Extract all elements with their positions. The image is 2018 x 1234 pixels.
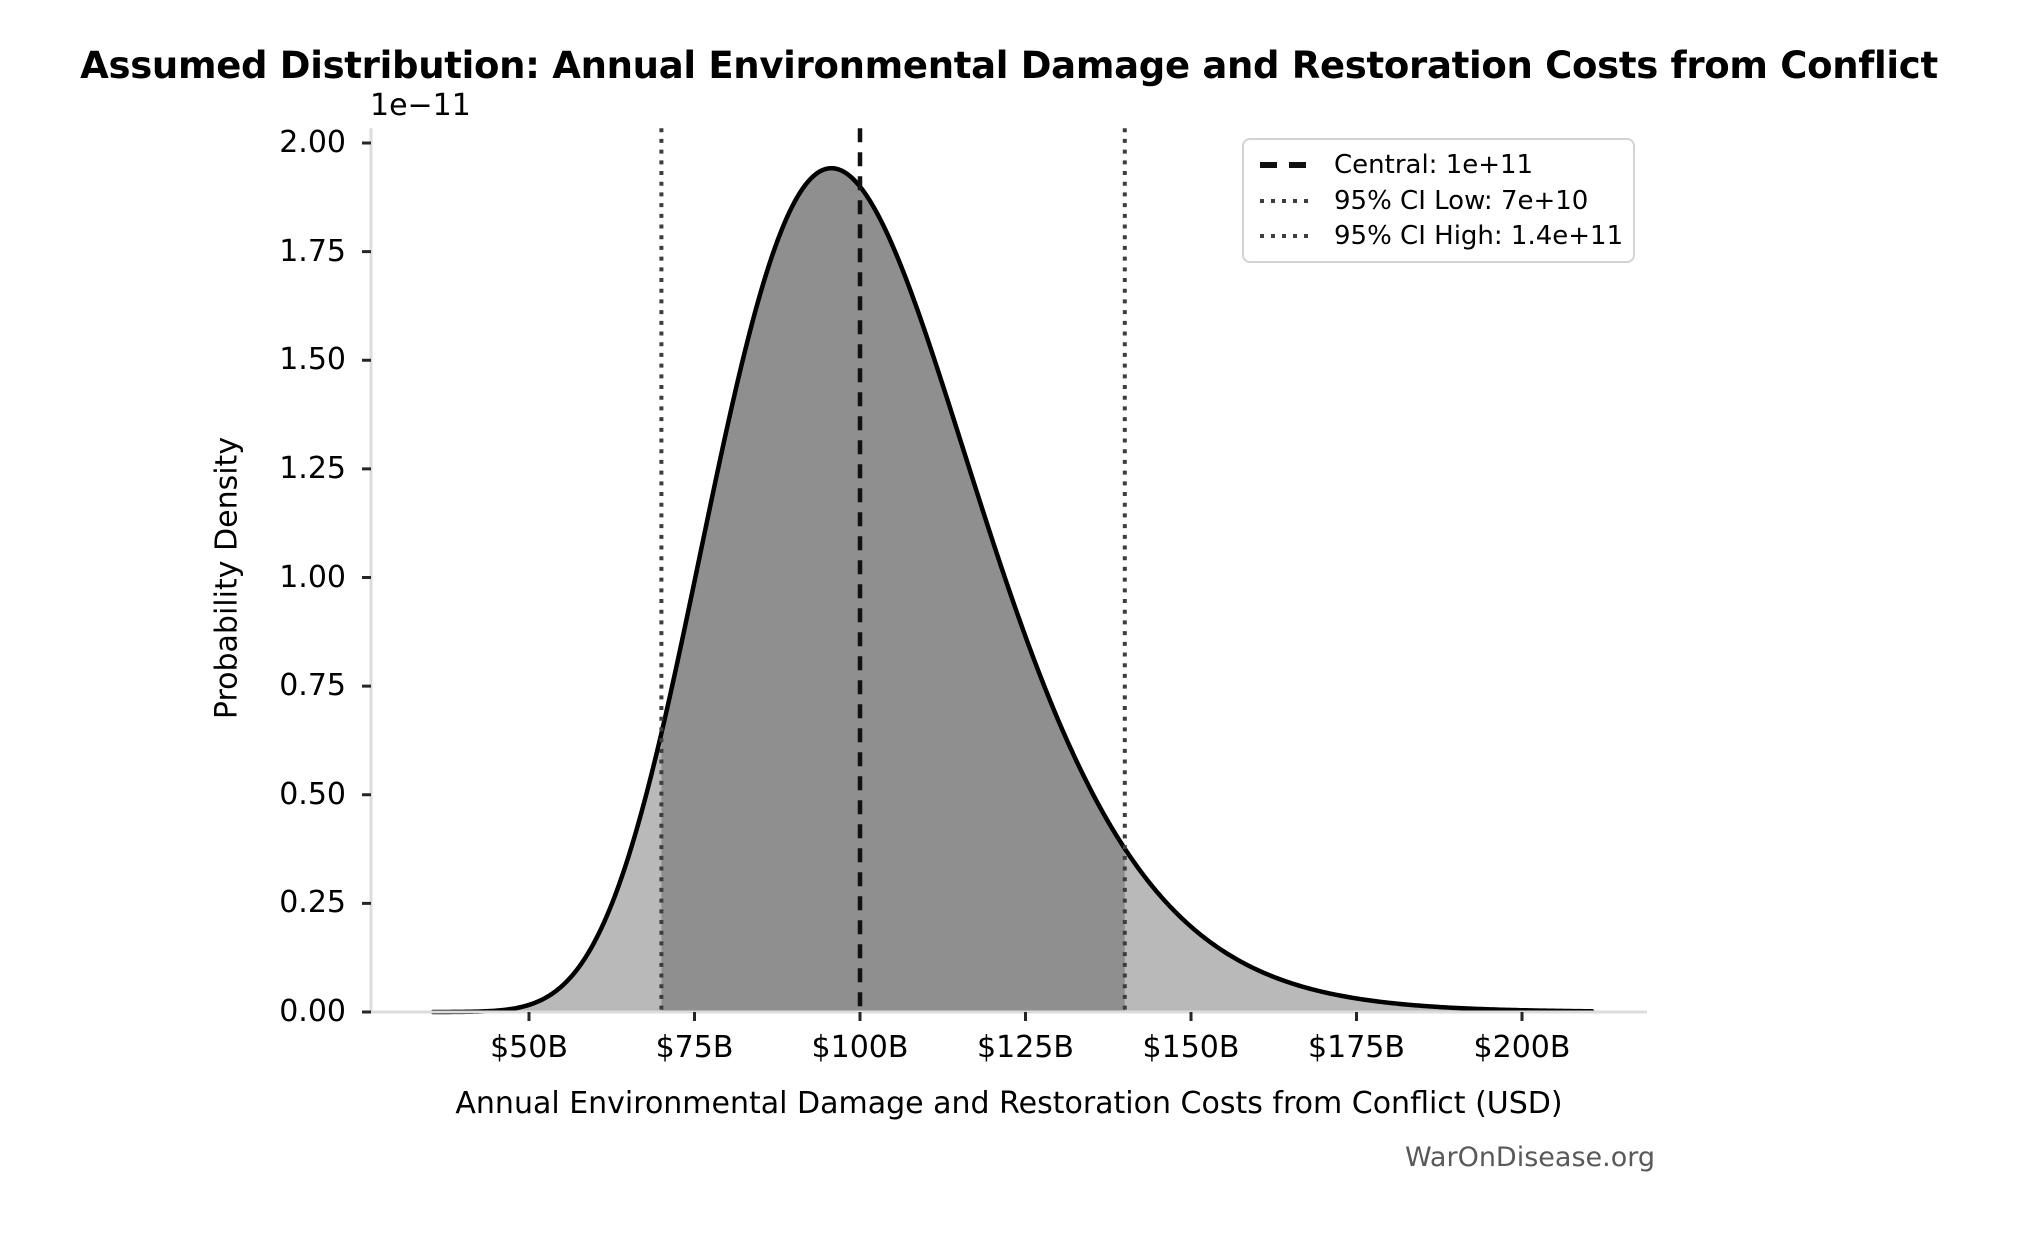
- y-tick-label: 0.50: [279, 776, 346, 812]
- y-tick-label: 0.00: [279, 994, 346, 1029]
- density-curve: [430, 165, 1595, 1015]
- page-title: Assumed Distribution: Annual Environment…: [80, 44, 1938, 87]
- y-tick-label: 1.25: [279, 450, 346, 486]
- x-tick-label: $150B: [1142, 1030, 1240, 1065]
- x-tick-label: $200B: [1473, 1030, 1571, 1065]
- legend-item-central: Central: 1e+11: [1260, 150, 1617, 180]
- y-tick-label: 1.75: [279, 233, 346, 269]
- y-tick-label: 2.00: [279, 125, 346, 160]
- dotted-line-icon: [1260, 234, 1310, 239]
- y-tick-label: 1.00: [279, 559, 346, 595]
- legend-label: 95% CI Low: 7e+10: [1334, 185, 1589, 216]
- legend-label: 95% CI High: 1.4e+11: [1334, 221, 1624, 252]
- legend-item-ci-low: 95% CI Low: 7e+10: [1260, 186, 1617, 216]
- dashed-line-icon: [1260, 161, 1310, 168]
- density-area-ci: [661, 168, 1125, 1013]
- x-tick-label: $75B: [655, 1030, 734, 1065]
- legend-label: Central: 1e+11: [1334, 149, 1534, 180]
- y-tick-label: 0.75: [279, 668, 346, 704]
- y-tick-label: 1.50: [279, 342, 346, 378]
- x-tick-label: $125B: [977, 1030, 1074, 1065]
- y-axis-offset-label: 1e−11: [370, 88, 471, 123]
- y-axis-label: Probability Density: [209, 436, 245, 720]
- legend-item-ci-high: 95% CI High: 1.4e+11: [1260, 221, 1623, 251]
- y-tick-label: 0.25: [279, 885, 346, 921]
- x-tick-label: $175B: [1308, 1030, 1405, 1065]
- x-tick-label: $50B: [490, 1030, 568, 1065]
- watermark: WarOnDisease.org: [1404, 1142, 1655, 1173]
- legend: Central: 1e+11 95% CI Low: 7e+10 95% CI …: [1242, 138, 1635, 263]
- x-tick-label: $100B: [811, 1030, 909, 1065]
- dotted-line-icon: [1260, 198, 1310, 203]
- x-axis-label: Annual Environmental Damage and Restorat…: [455, 1086, 1563, 1121]
